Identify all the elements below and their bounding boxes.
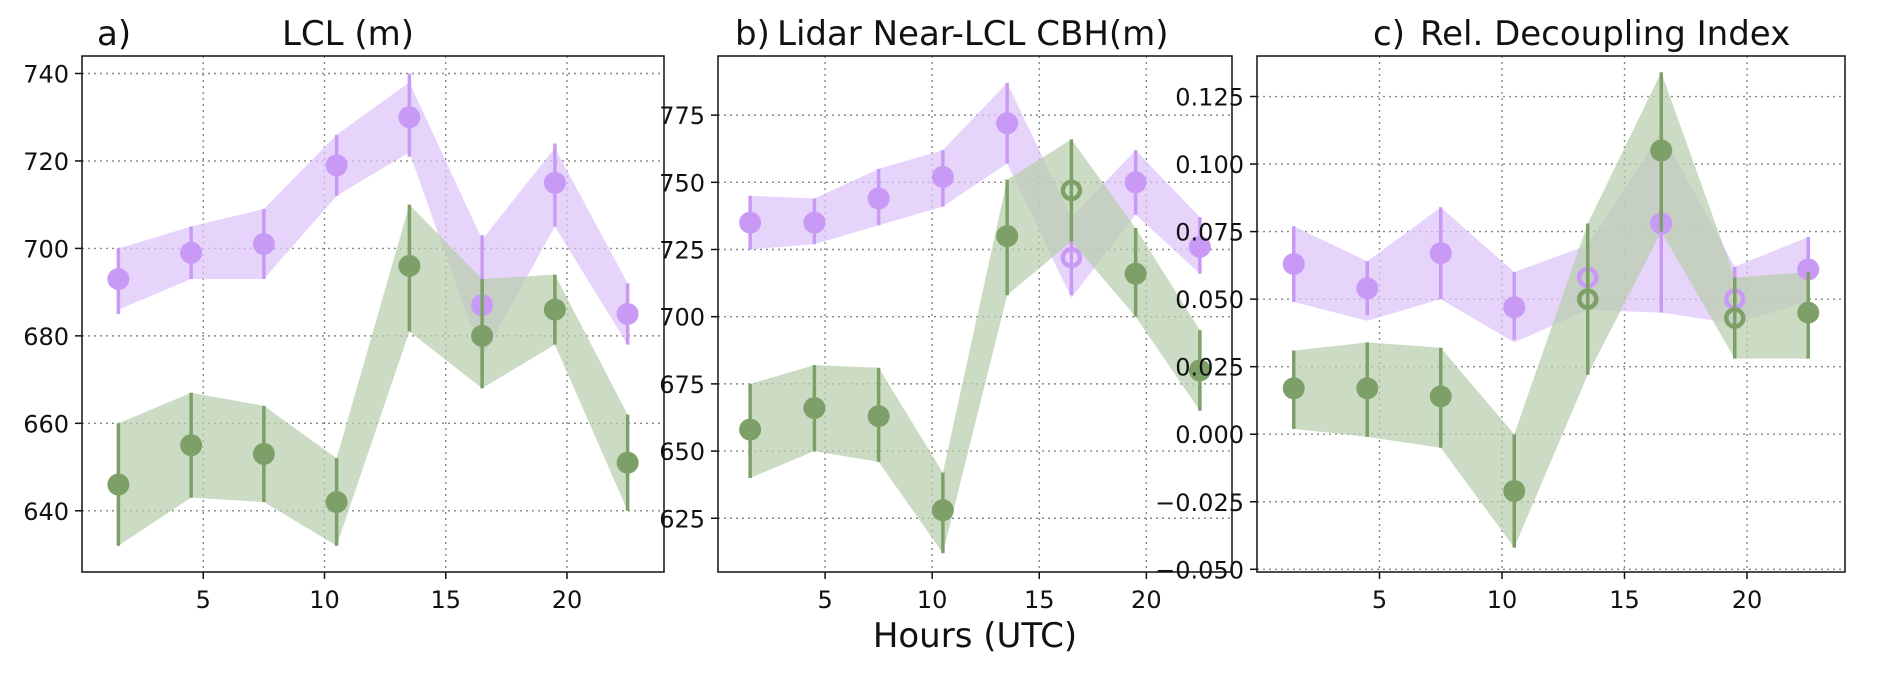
purple-data-point bbox=[325, 154, 348, 177]
green-data-point bbox=[180, 434, 203, 457]
y-tick-label: 700 bbox=[659, 304, 705, 332]
green-data-point bbox=[1797, 301, 1820, 324]
panel-letter: c) bbox=[1373, 14, 1405, 54]
purple-data-point bbox=[543, 171, 566, 194]
x-tick-label: 15 bbox=[1609, 586, 1640, 614]
y-tick-label: 720 bbox=[23, 148, 69, 176]
y-tick-label: 660 bbox=[23, 410, 69, 438]
x-tick-label: 10 bbox=[309, 586, 340, 614]
purple-data-point bbox=[1429, 242, 1452, 265]
green-uncertainty-band bbox=[118, 204, 628, 546]
y-tick-label: 640 bbox=[23, 498, 69, 526]
green-data-point bbox=[325, 491, 348, 514]
green-data-point-hollow bbox=[1724, 307, 1746, 329]
green-data-point bbox=[1282, 377, 1305, 400]
x-tick-label: 10 bbox=[1487, 586, 1518, 614]
green-data-point bbox=[616, 451, 639, 474]
green-data-point bbox=[803, 397, 826, 420]
x-tick-label: 15 bbox=[1024, 586, 1055, 614]
y-tick-label: −0.050 bbox=[1155, 556, 1244, 584]
axes-frame bbox=[717, 55, 1233, 573]
y-tick-label: 0.050 bbox=[1175, 286, 1244, 314]
purple-data-point bbox=[1124, 171, 1147, 194]
green-data-point bbox=[1356, 377, 1379, 400]
y-tick-label: 0.075 bbox=[1175, 219, 1244, 247]
purple-data-point bbox=[1188, 235, 1211, 258]
green-uncertainty-band bbox=[750, 139, 1200, 554]
purple-data-point-hollow bbox=[1060, 246, 1083, 269]
axes-frame bbox=[81, 55, 665, 573]
green-data-point bbox=[739, 418, 762, 441]
panel-title: Lidar Near-LCL CBH(m) bbox=[777, 14, 1169, 54]
y-tick-label: 0.125 bbox=[1175, 84, 1244, 112]
y-tick-label: 775 bbox=[659, 102, 705, 130]
green-data-point bbox=[1650, 139, 1673, 162]
panel-title: Rel. Decoupling Index bbox=[1420, 14, 1790, 54]
green-data-point bbox=[543, 298, 566, 321]
purple-data-point bbox=[803, 211, 826, 234]
purple-data-point bbox=[398, 106, 421, 129]
panel-title: LCL (m) bbox=[282, 14, 414, 54]
green-data-point bbox=[996, 225, 1019, 248]
green-data-point bbox=[931, 499, 954, 522]
green-data-point bbox=[471, 324, 494, 347]
purple-data-point bbox=[996, 112, 1019, 135]
y-tick-label: 700 bbox=[23, 235, 69, 263]
green-data-point bbox=[398, 254, 421, 277]
panel-c: 5 10 15 20 −0.050 −0.025 0.000 0.025 0.050 0.075 0… bbox=[1155, 14, 1846, 614]
purple-data-point bbox=[1797, 258, 1820, 281]
panel-a: 5 10 15 20 640 660 680 700 720 740 a) LCL (m) bbox=[23, 14, 665, 614]
panel-letter: a) bbox=[97, 14, 131, 54]
purple-data-point bbox=[931, 165, 954, 188]
x-tick-label: 20 bbox=[1732, 586, 1763, 614]
y-tick-label: 725 bbox=[659, 237, 705, 265]
green-data-point bbox=[1124, 262, 1147, 285]
x-tick-label: 15 bbox=[430, 586, 461, 614]
purple-data-point bbox=[867, 187, 890, 210]
green-data-point bbox=[1503, 479, 1526, 502]
purple-data-point bbox=[1503, 296, 1526, 319]
green-data-point bbox=[867, 405, 890, 428]
panel-b: 5 10 15 20 625 650 675 700 725 750 775 b) Lidar Near… bbox=[659, 14, 1233, 614]
y-tick-label: 0.100 bbox=[1175, 151, 1244, 179]
y-tick-label: 0.000 bbox=[1175, 421, 1244, 449]
y-tick-label: 625 bbox=[659, 505, 705, 533]
x-tick-label: 5 bbox=[196, 586, 211, 614]
y-tick-label: 750 bbox=[659, 169, 705, 197]
x-tick-label: 5 bbox=[817, 586, 832, 614]
purple-data-point bbox=[107, 268, 130, 291]
purple-data-point bbox=[616, 303, 639, 325]
purple-data-point bbox=[180, 241, 203, 264]
x-tick-label: 5 bbox=[1372, 586, 1387, 614]
x-tick-label: 10 bbox=[917, 586, 948, 614]
green-data-point bbox=[107, 473, 130, 496]
green-data-point bbox=[1188, 359, 1211, 382]
green-data-point bbox=[252, 442, 275, 465]
x-tick-label: 20 bbox=[552, 586, 583, 614]
green-data-point-hollow bbox=[1577, 288, 1599, 310]
y-tick-label: 650 bbox=[659, 438, 705, 466]
purple-data-point bbox=[1282, 253, 1305, 276]
y-tick-label: 0.025 bbox=[1175, 354, 1244, 382]
x-axis-label: Hours (UTC) bbox=[873, 616, 1077, 656]
green-data-point bbox=[1429, 385, 1452, 408]
green-uncertainty-band bbox=[1293, 72, 1809, 548]
y-tick-label: −0.025 bbox=[1155, 489, 1244, 517]
panel-letter: b) bbox=[735, 14, 770, 54]
x-tick-label: 20 bbox=[1131, 586, 1162, 614]
purple-data-point bbox=[252, 233, 275, 256]
green-data-point-hollow bbox=[1060, 179, 1083, 202]
purple-data-point bbox=[1356, 277, 1379, 300]
y-tick-label: 680 bbox=[23, 323, 69, 351]
y-tick-label: 675 bbox=[659, 371, 705, 399]
y-tick-label: 740 bbox=[23, 60, 69, 88]
purple-data-point bbox=[739, 211, 762, 234]
axes-frame bbox=[1256, 55, 1846, 573]
